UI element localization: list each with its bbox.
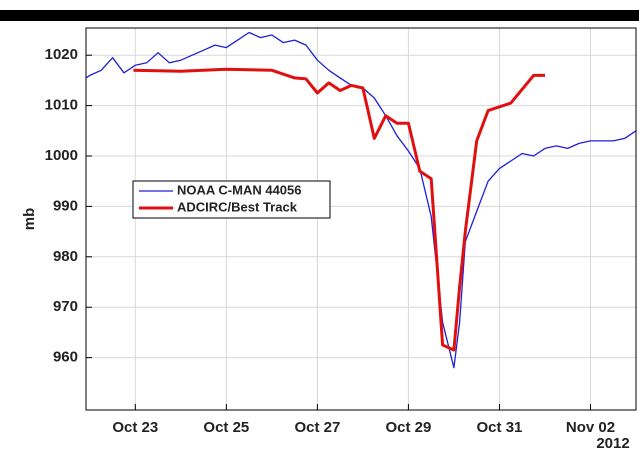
y-tick-label: 1000: [45, 147, 78, 164]
x-offset-label: 2012: [596, 435, 629, 452]
y-tick-label: 980: [53, 248, 78, 265]
y-tick-label: 970: [53, 298, 78, 315]
y-tick-label: 990: [53, 197, 78, 214]
x-tick-label: Nov 02: [566, 419, 615, 436]
y-tick-label: 960: [53, 349, 78, 366]
x-tick-label: Oct 29: [385, 419, 431, 436]
y-axis-label: mb: [21, 208, 38, 231]
x-tick-label: Oct 31: [477, 419, 523, 436]
plot-frame: [85, 27, 637, 411]
legend-label: ADCIRC/Best Track: [177, 199, 298, 214]
x-tick-label: Oct 27: [294, 419, 340, 436]
legend-box: [132, 180, 331, 219]
legend-label: NOAA C-MAN 44056: [177, 182, 302, 197]
y-tick-label: 1010: [45, 97, 78, 114]
x-tick-label: Oct 25: [203, 419, 249, 436]
series-line: [133, 67, 545, 352]
top-bar: [0, 10, 639, 21]
y-tick-label: 1020: [45, 46, 78, 63]
x-tick-label: Oct 23: [112, 419, 158, 436]
